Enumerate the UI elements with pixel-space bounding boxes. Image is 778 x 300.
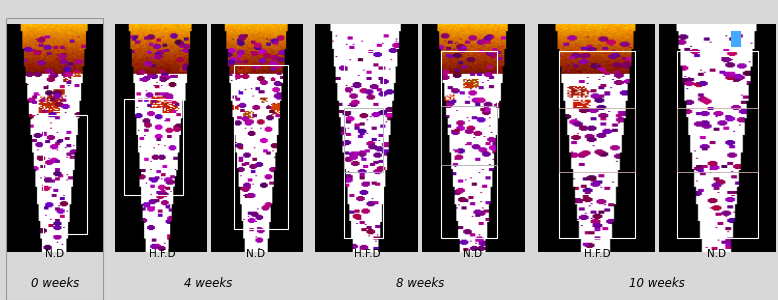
Text: 4 weeks: 4 weeks (184, 277, 233, 290)
Text: N.D: N.D (706, 249, 726, 260)
Bar (233, 65, 288, 229)
Bar (44, 115, 87, 234)
Text: H.F.D: H.F.D (354, 249, 381, 260)
Bar (344, 108, 383, 172)
Text: N.D: N.D (246, 249, 265, 260)
Text: N.D: N.D (463, 249, 482, 260)
Bar (441, 51, 497, 238)
Bar (124, 99, 184, 195)
Bar (677, 108, 759, 172)
Bar (677, 51, 759, 238)
Bar (731, 31, 741, 47)
Bar (344, 51, 383, 238)
Text: 0 weeks: 0 weeks (30, 277, 79, 290)
Text: 8 weeks: 8 weeks (396, 277, 444, 290)
Text: H.F.D: H.F.D (149, 249, 175, 260)
Bar (559, 51, 635, 238)
Text: N.D: N.D (45, 249, 65, 260)
Bar (559, 108, 635, 172)
Text: 10 weeks: 10 weeks (629, 277, 685, 290)
Text: H.F.D: H.F.D (584, 249, 611, 260)
Bar (441, 106, 497, 165)
